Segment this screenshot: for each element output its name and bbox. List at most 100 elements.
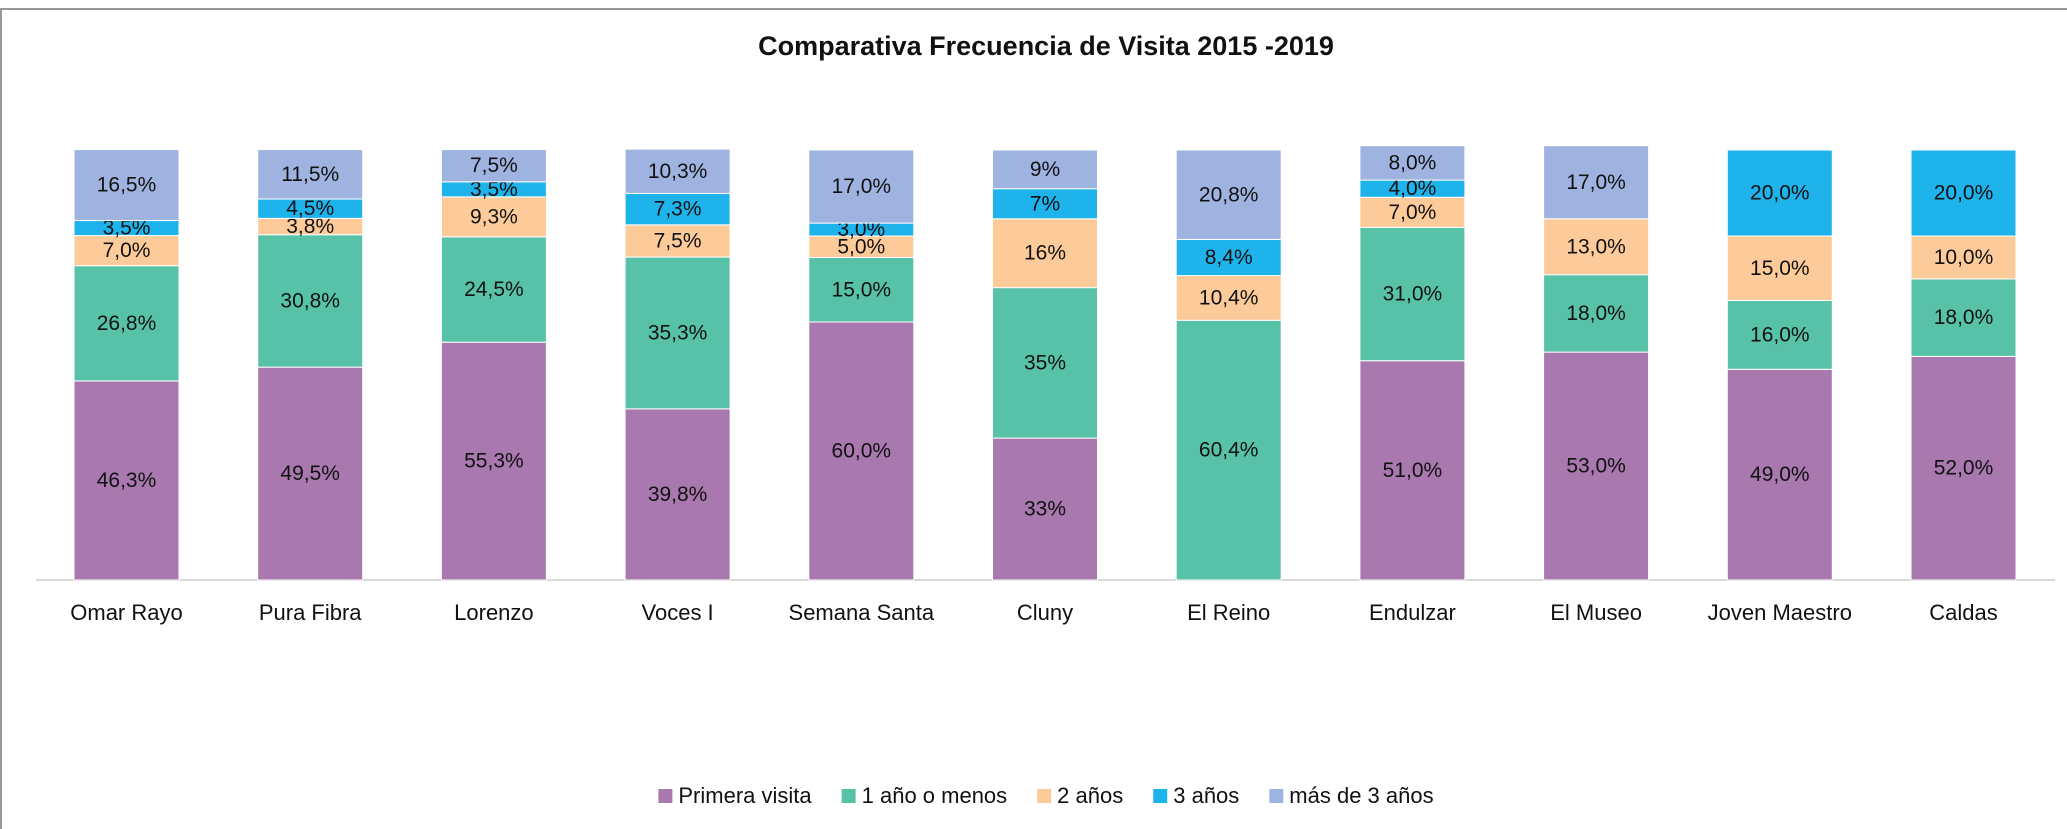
data-label: 3,8%	[286, 215, 334, 238]
bar-segment	[257, 149, 364, 200]
data-label: 11,5%	[281, 163, 339, 186]
bar-segment	[992, 218, 1098, 289]
x-tick-label: Voces I	[642, 600, 714, 625]
chart-frame	[0, 8, 2067, 829]
data-label: 20,0%	[1934, 182, 1994, 205]
bar-segment	[440, 149, 547, 183]
bar-segment	[1359, 360, 1466, 581]
bar-segment	[1175, 149, 1282, 240]
data-label: 3,5%	[470, 178, 518, 201]
data-label: 39,8%	[648, 483, 708, 506]
data-label: 33%	[1024, 498, 1066, 521]
data-label: 20,0%	[1750, 182, 1810, 205]
data-label: 31,0%	[1383, 283, 1443, 306]
legend-swatch	[658, 789, 673, 803]
bar-segment	[1175, 238, 1282, 277]
data-label: 55,3%	[464, 450, 524, 473]
x-tick-label: El Reino	[1187, 600, 1270, 625]
x-tick-label: Joven Maestro	[1708, 600, 1852, 625]
x-tick-label: Semana Santa	[789, 600, 935, 625]
x-tick-label: Omar Rayo	[70, 600, 182, 625]
data-label: 18,0%	[1934, 306, 1994, 329]
bar-segment	[257, 366, 364, 581]
x-tick-label: Cluny	[1017, 600, 1073, 625]
x-tick-label: Pura Fibra	[259, 600, 362, 625]
data-label: 4,0%	[1388, 177, 1436, 200]
data-label: 24,5%	[464, 278, 524, 301]
data-label: 16,0%	[1750, 323, 1810, 346]
data-label: 49,5%	[280, 462, 340, 485]
data-label: 46,3%	[97, 469, 157, 492]
data-label: 17,0%	[832, 175, 892, 198]
bar-segment	[1543, 351, 1650, 581]
data-label: 7,5%	[470, 154, 518, 177]
bar-segment	[1543, 145, 1650, 220]
bar-segment	[808, 321, 915, 581]
data-label: 35%	[1024, 351, 1066, 374]
data-label: 10,0%	[1934, 246, 1994, 269]
data-label: 7,5%	[654, 229, 702, 252]
data-label: 53,0%	[1566, 455, 1626, 478]
data-label: 4,5%	[286, 197, 334, 220]
bar-segment	[624, 148, 731, 194]
bar-segment	[624, 224, 731, 258]
bar-segment	[1175, 275, 1282, 321]
bar-segment	[73, 265, 180, 382]
data-label: 15,0%	[832, 278, 892, 301]
data-label: 7%	[1030, 192, 1060, 215]
data-label: 7,0%	[1388, 201, 1436, 224]
data-label: 8,0%	[1388, 151, 1436, 174]
bar-segment	[992, 188, 1098, 220]
bar-segment	[808, 149, 915, 224]
data-label: 60,4%	[1199, 439, 1259, 462]
data-label: 3,5%	[103, 217, 151, 240]
data-label: 51,0%	[1383, 459, 1443, 482]
data-label: 7,0%	[103, 239, 151, 262]
data-label: 18,0%	[1566, 302, 1626, 325]
data-label: 30,8%	[280, 289, 340, 312]
bar-segment	[992, 437, 1098, 581]
bar-segment	[992, 287, 1098, 439]
bar-segment	[1910, 355, 2017, 581]
data-label: 5,0%	[837, 235, 885, 258]
data-label: 16,5%	[97, 174, 157, 197]
legend-swatch	[1269, 789, 1284, 803]
legend-label: 3 años	[1173, 783, 1239, 808]
bar-segment	[1359, 226, 1466, 362]
data-label: 13,0%	[1566, 235, 1626, 258]
legend-swatch	[841, 789, 856, 803]
data-label: 35,3%	[648, 322, 708, 345]
data-label: 15,0%	[1750, 257, 1810, 280]
data-label: 10,3%	[648, 160, 708, 183]
legend-swatch	[1153, 789, 1168, 803]
data-label: 52,0%	[1934, 457, 1994, 480]
bar-segment	[992, 149, 1098, 190]
data-label: 9,3%	[470, 205, 518, 228]
legend-label: 2 años	[1057, 783, 1123, 808]
data-label: 16%	[1024, 242, 1066, 265]
data-label: 8,4%	[1205, 246, 1253, 269]
data-label: 10,4%	[1199, 286, 1259, 309]
data-label: 60,0%	[832, 440, 892, 463]
legend-label: Primera visita	[678, 783, 812, 808]
x-tick-label: El Museo	[1550, 600, 1642, 625]
bar-segment	[1910, 149, 2017, 237]
x-tick-label: Lorenzo	[454, 600, 534, 625]
x-tick-label: Caldas	[1929, 600, 1997, 625]
data-label: 20,8%	[1199, 183, 1259, 206]
bar-segment	[1359, 145, 1466, 181]
bar-segment	[440, 236, 547, 343]
bar-segment	[440, 196, 547, 238]
bar-segment	[73, 380, 180, 581]
data-label: 7,3%	[654, 198, 702, 221]
bar-segment	[624, 192, 731, 226]
data-label: 9%	[1030, 158, 1060, 181]
bar-segment	[1726, 368, 1833, 581]
chart-title: Comparativa Frecuencia de Visita 2015 -2…	[758, 31, 1334, 61]
bar-segment	[73, 235, 180, 267]
legend-label: más de 3 años	[1289, 783, 1433, 808]
bar-segment	[257, 234, 364, 368]
data-label: 26,8%	[97, 312, 157, 335]
bar-segment	[73, 149, 180, 222]
